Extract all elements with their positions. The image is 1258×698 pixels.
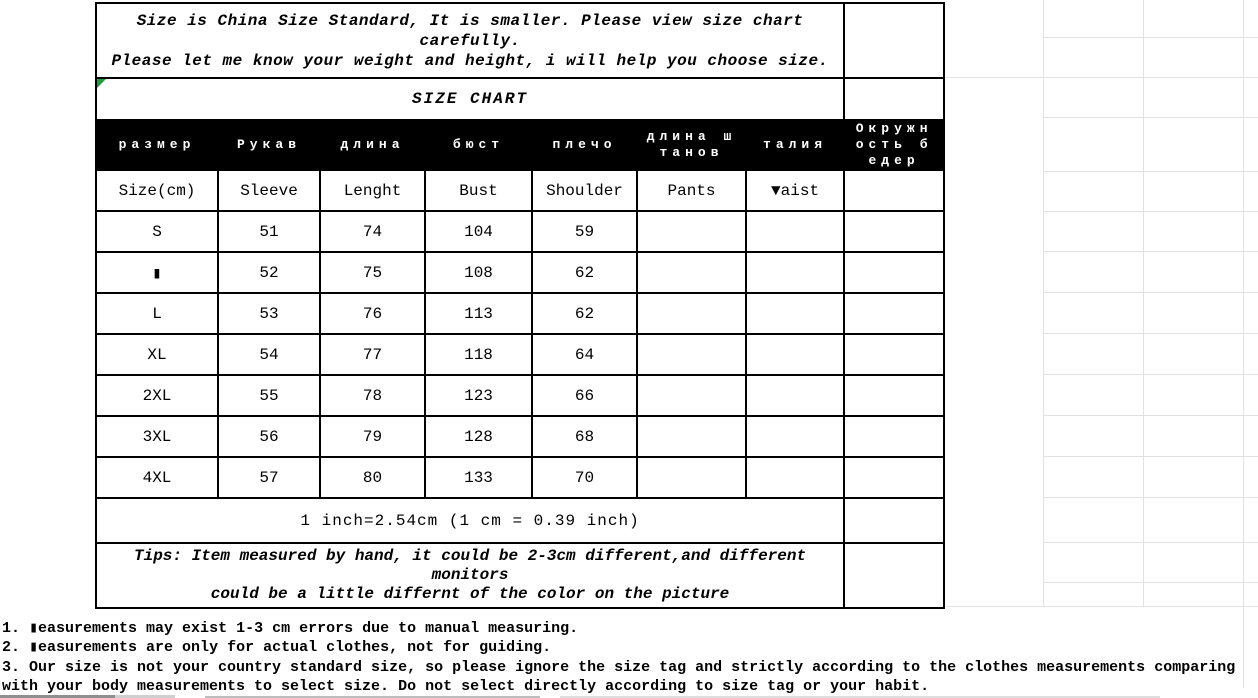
col-header-en-sleeve: Sleeve: [217, 169, 321, 212]
cell-size: 3XL: [95, 415, 219, 458]
cell-bust: 108: [424, 251, 533, 294]
cell-hip: [843, 292, 946, 335]
col-header-en-waist: ▼aist: [744, 169, 846, 212]
cell-sleeve: 51: [217, 210, 321, 253]
cell-length: 74: [319, 210, 426, 253]
size-row-xl: XL 54 77 118 64: [95, 333, 946, 376]
col-header-ru-size: размер: [95, 119, 219, 171]
col-header-en-pants: Pants: [636, 169, 747, 212]
size-row-m: ▮ 52 75 108 62: [95, 251, 946, 294]
header-row-english: Size(cm) Sleeve Lenght Bust Shoulder Pan…: [95, 169, 946, 212]
cell-length: 77: [319, 333, 426, 376]
cell-size: S: [95, 210, 219, 253]
header-row-russian: размер Рукав длина бюст плечо длина ш та…: [95, 119, 946, 171]
cell-bust: 104: [424, 210, 533, 253]
col-header-ru-bust: бюст: [424, 119, 533, 171]
col-header-en-shoulder: Shoulder: [531, 169, 638, 212]
cell-waist: [744, 333, 846, 376]
empty-cell: [843, 2, 946, 79]
cell-waist: [744, 292, 846, 335]
cell-bust: 113: [424, 292, 533, 335]
inch-cm-conversion: 1 inch=2.54cm (1 cm = 0.39 inch): [94, 497, 846, 544]
page-title: SIZE CHART: [94, 77, 846, 121]
cell-shoulder: 62: [531, 251, 638, 294]
cell-sleeve: 55: [217, 374, 321, 417]
cell-pants: [636, 292, 747, 335]
cell-sleeve: 56: [217, 415, 321, 458]
cell-hip: [843, 415, 946, 458]
size-row-2xl: 2XL 55 78 123 66: [95, 374, 946, 417]
cell-size: 4XL: [95, 456, 219, 499]
notice-row: Size is China Size Standard, It is small…: [94, 2, 946, 79]
cell-size: ▮: [95, 251, 219, 294]
size-row-s: S 51 74 104 59: [95, 210, 946, 253]
empty-cell: [843, 77, 946, 121]
col-header-en-length: Lenght: [319, 169, 426, 212]
col-header-en-hip: [843, 169, 946, 212]
cell-sleeve: 57: [217, 456, 321, 499]
cell-pants: [636, 374, 747, 417]
size-row-3xl: 3XL 56 79 128 68: [95, 415, 946, 458]
cell-waist: [744, 210, 846, 253]
cell-length: 76: [319, 292, 426, 335]
cell-hip: [843, 374, 946, 417]
size-row-4xl: 4XL 57 80 133 70: [95, 456, 946, 499]
china-size-notice: Size is China Size Standard, It is small…: [94, 2, 846, 79]
cell-length: 78: [319, 374, 426, 417]
cell-pants: [636, 415, 747, 458]
cell-shoulder: 59: [531, 210, 638, 253]
cell-size: 2XL: [95, 374, 219, 417]
cell-hip: [843, 456, 946, 499]
cell-pants: [636, 210, 747, 253]
col-header-ru-shoulder: плечо: [531, 119, 638, 171]
cell-bust: 123: [424, 374, 533, 417]
cell-hip: [843, 210, 946, 253]
cell-hip: [843, 251, 946, 294]
cell-size: L: [95, 292, 219, 335]
empty-cell: [843, 497, 946, 544]
cell-bust: 133: [424, 456, 533, 499]
cell-length: 75: [319, 251, 426, 294]
size-row-l: L 53 76 113 62: [95, 292, 946, 335]
col-header-en-size: Size(cm): [95, 169, 219, 212]
cell-bust: 118: [424, 333, 533, 376]
cell-sleeve: 53: [217, 292, 321, 335]
col-header-ru-hip: Окружн ость б едер: [843, 119, 946, 171]
cell-shoulder: 68: [531, 415, 638, 458]
col-header-ru-length: длина: [319, 119, 426, 171]
cell-waist: [744, 456, 846, 499]
cell-waist: [744, 374, 846, 417]
cell-shoulder: 70: [531, 456, 638, 499]
cell-length: 80: [319, 456, 426, 499]
cell-hip: [843, 333, 946, 376]
empty-cell: [843, 542, 946, 609]
cell-error-indicator-triangle: [97, 79, 106, 88]
tips-row: Tips: Item measured by hand, it could be…: [94, 542, 946, 609]
col-header-ru-waist: талия: [744, 119, 846, 171]
cell-sleeve: 54: [217, 333, 321, 376]
cell-bust: 128: [424, 415, 533, 458]
cell-shoulder: 66: [531, 374, 638, 417]
conversion-row: 1 inch=2.54cm (1 cm = 0.39 inch): [94, 497, 946, 544]
title-row: SIZE CHART: [94, 77, 946, 121]
cell-size: XL: [95, 333, 219, 376]
size-chart-table: Size is China Size Standard, It is small…: [94, 2, 946, 609]
cell-pants: [636, 456, 747, 499]
cell-shoulder: 62: [531, 292, 638, 335]
measurement-tips: Tips: Item measured by hand, it could be…: [94, 542, 846, 609]
cell-waist: [744, 251, 846, 294]
col-header-ru-sleeve: Рукав: [217, 119, 321, 171]
cell-waist: [744, 415, 846, 458]
col-header-en-bust: Bust: [424, 169, 533, 212]
cell-sleeve: 52: [217, 251, 321, 294]
col-header-ru-pants-length: длина ш танов: [636, 119, 747, 171]
cell-pants: [636, 251, 747, 294]
cell-shoulder: 64: [531, 333, 638, 376]
footnotes: 1. ▮easurements may exist 1-3 cm errors …: [2, 620, 1236, 695]
cell-length: 79: [319, 415, 426, 458]
cell-pants: [636, 333, 747, 376]
